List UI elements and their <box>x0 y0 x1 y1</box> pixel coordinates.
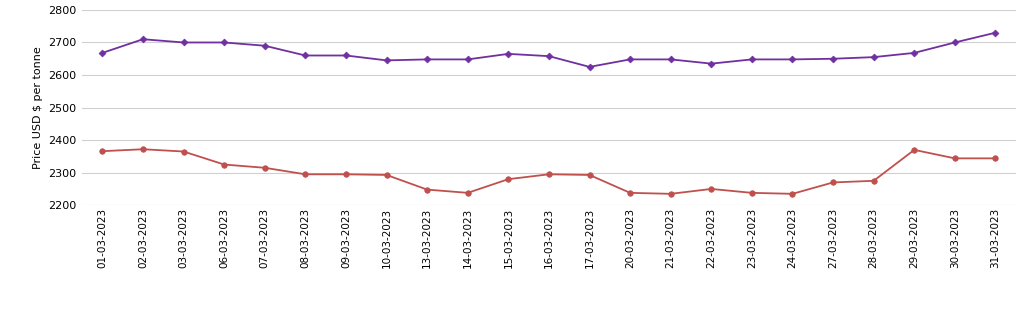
LME <box>908 148 920 152</box>
LME <box>665 192 677 196</box>
SHFE <box>665 57 677 61</box>
LME <box>381 173 393 177</box>
Line: LME: LME <box>100 146 998 197</box>
LME <box>259 166 271 170</box>
SHFE <box>908 51 920 55</box>
SHFE <box>624 57 636 61</box>
SHFE <box>381 58 393 62</box>
SHFE <box>177 40 190 44</box>
SHFE <box>746 57 758 61</box>
SHFE <box>340 54 352 58</box>
SHFE <box>786 57 798 61</box>
LME <box>989 156 1001 160</box>
LME <box>868 179 880 183</box>
LME <box>705 187 717 191</box>
SHFE <box>868 55 880 59</box>
LME <box>543 172 555 176</box>
LME <box>300 172 312 176</box>
SHFE <box>136 37 149 41</box>
LME <box>502 177 514 181</box>
Y-axis label: Price USD $ per tonne: Price USD $ per tonne <box>33 46 43 169</box>
SHFE <box>989 31 1001 35</box>
SHFE <box>502 52 514 56</box>
SHFE <box>462 57 474 61</box>
LME <box>949 156 961 160</box>
LME <box>786 192 798 196</box>
LME <box>218 163 230 166</box>
LME <box>136 147 149 151</box>
LME <box>340 172 352 176</box>
SHFE <box>705 62 717 66</box>
LME <box>827 180 839 184</box>
LME <box>746 191 758 195</box>
LME <box>421 188 433 192</box>
Legend: LME, SHFE: LME, SHFE <box>495 325 603 331</box>
SHFE <box>543 54 555 58</box>
SHFE <box>827 57 839 61</box>
SHFE <box>421 57 433 61</box>
SHFE <box>300 54 312 58</box>
SHFE <box>259 44 271 48</box>
LME <box>624 191 636 195</box>
LME <box>96 149 109 153</box>
LME <box>177 150 190 154</box>
SHFE <box>584 65 596 69</box>
Line: SHFE: SHFE <box>100 30 998 69</box>
LME <box>462 191 474 195</box>
LME <box>584 173 596 177</box>
SHFE <box>96 51 109 55</box>
SHFE <box>949 40 961 44</box>
SHFE <box>218 40 230 44</box>
